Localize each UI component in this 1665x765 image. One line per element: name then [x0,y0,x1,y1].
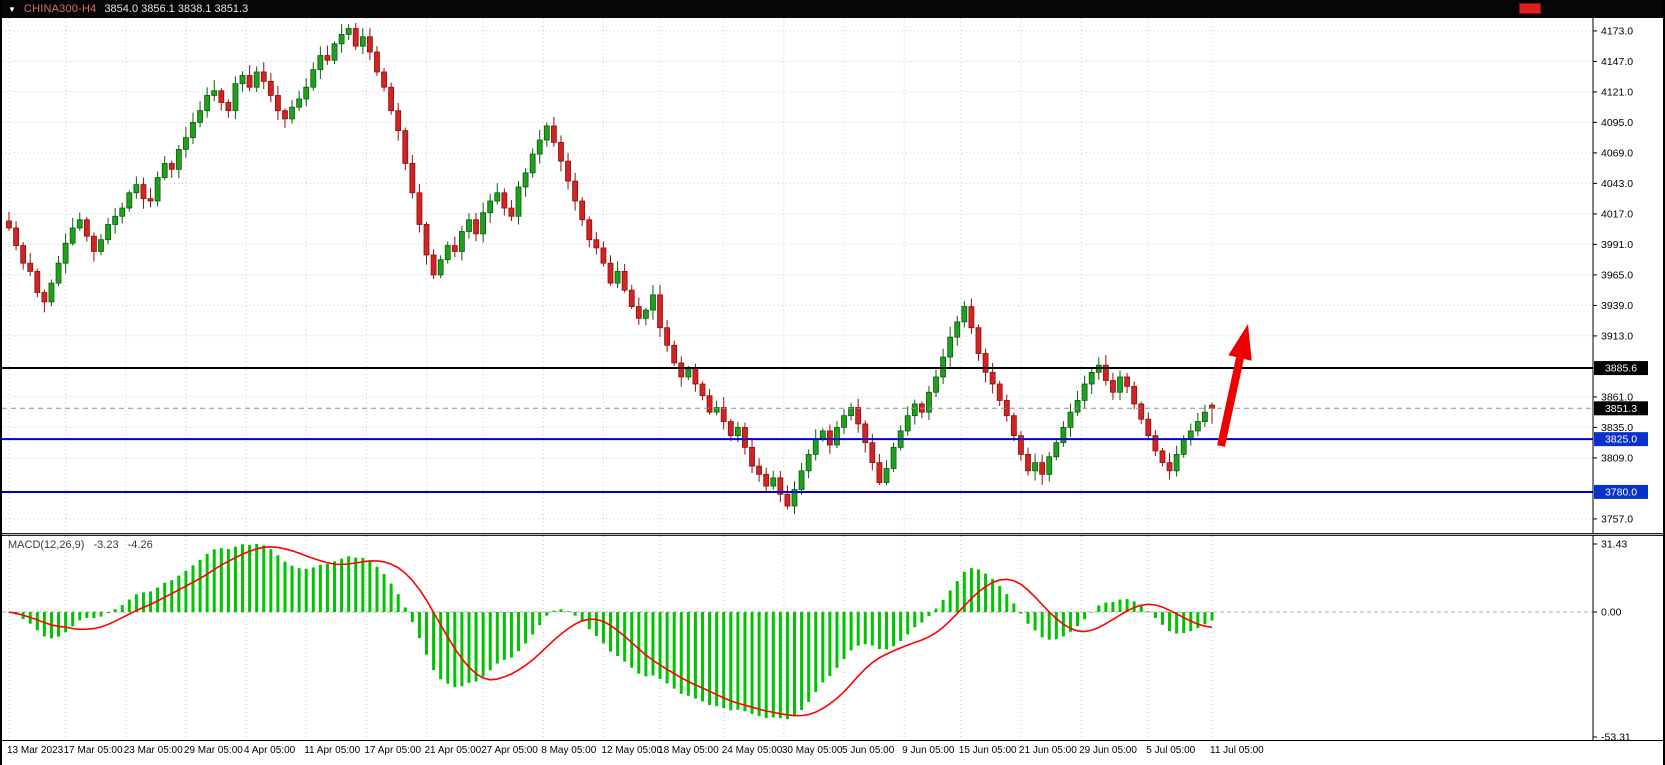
price-badge-label: 3885.6 [1605,363,1637,375]
macd-indicator-label: MACD(12,26,9) -3.23 -4.26 [8,539,159,551]
time-axis-label: 23 Mar 05:00 [123,745,183,756]
price-badge-3851.3 [1594,401,1648,416]
price-chart-area[interactable]: 4173.0 4147.0 4121.0 4095.0 4069.0 4043.0 4017… [2,18,1665,533]
time-axis-label: 29 Jun 05:00 [1079,745,1137,756]
price-badge-label: 3780.0 [1605,486,1637,498]
time-axis-label: 8 May 05:00 [541,745,597,756]
time-axis-label: 11 Apr 05:00 [304,745,361,756]
ohlc-readout: 3854.0 3856.1 3838.1 3851.3 [104,3,249,15]
panel-splitter[interactable] [2,533,1663,536]
price-badge-3780.0 [1594,484,1648,499]
time-axis-label: 11 Jul 05:00 [1210,745,1264,756]
time-axis-label: 27 Apr 05:00 [481,745,538,756]
macd-background [2,536,1663,741]
macd-tick-label: 31.43 [1601,539,1627,551]
chart-title-bar: ▼ CHINA300-H4 3854.0 3856.1 3838.1 3851.… [2,0,1663,18]
symbol-dropdown-icon[interactable]: ▼ [8,4,16,14]
macd-axis[interactable]: 31.43 0.00 -53.31 [1592,536,1665,742]
time-axis-label: 30 May 05:00 [781,745,843,756]
symbol-timeframe-label: CHINA300-H4 [23,3,97,15]
price-tick-label: 4069.0 [1601,147,1633,159]
time-axis-label: 18 May 05:00 [658,745,719,756]
price-tick-label: 3861.0 [1601,391,1633,403]
price-tick-label: 3809.0 [1601,452,1633,464]
macd-panel[interactable]: 31.43 0.00 -53.31 [2,536,1665,741]
macd-chart[interactable]: 31.43 0.00 -53.31 [2,536,1665,741]
price-axis[interactable]: 4173.0 4147.0 4121.0 4095.0 4069.0 4043.0 4017… [1592,18,1665,533]
time-axis-label: 15 Jun 05:00 [958,745,1017,756]
candle-series [6,23,1215,515]
price-tick-label: 4017.0 [1601,208,1633,220]
price-badge-3885.6 [1594,361,1648,376]
time-axis-label: 4 Apr 05:00 [244,745,296,756]
price-tick-label: 4121.0 [1601,86,1633,98]
up-arrow-annotation[interactable] [1217,324,1252,447]
macd-tick-label: 0.00 [1601,607,1622,619]
time-axis-label: 21 Jun 05:00 [1018,745,1077,756]
price-tick-label: 3939.0 [1601,300,1633,312]
chart-background [2,18,1663,533]
price-tick-label: 3757.0 [1601,513,1633,525]
price-badge-3825.0 [1594,432,1648,447]
price-tick-label: 4173.0 [1601,25,1633,37]
macd-tick-label: -53.31 [1601,732,1631,742]
price-tick-label: 3965.0 [1601,269,1633,281]
time-axis-label: 21 Apr 05:00 [424,745,482,756]
time-axis-label: 5 Jul 05:00 [1146,745,1196,756]
candlestick-chart[interactable]: 4173.0 4147.0 4121.0 4095.0 4069.0 4043.0 4017… [2,18,1665,533]
time-axis-label: 29 Mar 05:00 [183,745,243,756]
price-tick-label: 4147.0 [1601,56,1633,68]
time-axis-label: 13 Mar 2023 [7,745,64,756]
price-tick-label: 3913.0 [1601,330,1633,342]
price-tick-label: 3835.0 [1601,422,1633,434]
macd-signal-line [8,545,1213,717]
macd-signal-value: -4.26 [127,539,153,551]
price-tick-label: 3991.0 [1601,239,1633,251]
price-badge-label: 3851.3 [1605,403,1637,415]
time-axis-label: 9 Jun 05:00 [902,745,955,756]
price-tick-label: 4095.0 [1601,117,1633,129]
macd-name: MACD(12,26,9) [8,539,85,551]
macd-main-value: -3.23 [93,539,119,551]
time-axis-label: 24 May 05:00 [721,745,783,756]
price-tick-label: 4043.0 [1601,178,1633,190]
time-axis-label: 17 Apr 05:00 [364,745,422,756]
time-axis[interactable]: 13 Mar 2023 17 Mar 05:00 23 Mar 05:00 29 Ma… [2,744,1663,760]
price-badge-label: 3825.0 [1605,434,1637,446]
time-axis-label: 12 May 05:00 [601,745,663,756]
time-axis-label: 17 Mar 05:00 [63,745,123,756]
time-axis-label: 5 Jun 05:00 [842,745,895,756]
close-button[interactable] [1519,3,1541,14]
